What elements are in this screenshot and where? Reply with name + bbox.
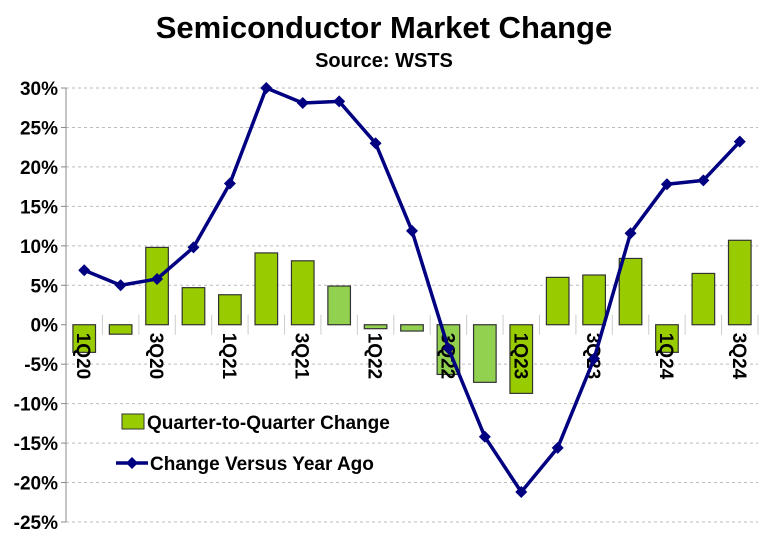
y-tick-label: 15% — [20, 197, 58, 218]
bar-1Q23 — [509, 324, 534, 394]
line-point-2Q20 — [114, 279, 127, 292]
bar-4Q23 — [618, 257, 643, 326]
bar-1Q22 — [363, 324, 388, 330]
line-point-3Q22 — [442, 342, 455, 355]
bar-4Q22 — [472, 324, 497, 383]
x-tick-label: 1Q23 — [509, 333, 530, 379]
legend-label: Quarter-to-Quarter Change — [147, 413, 390, 434]
legend-line-marker — [126, 457, 138, 469]
y-tick-label: -10% — [14, 395, 58, 416]
x-tick-label: 3Q24 — [728, 333, 749, 380]
x-tick-label: 1Q21 — [218, 333, 239, 380]
y-tick-label: 0% — [31, 316, 59, 337]
line-point-4Q20 — [187, 241, 200, 254]
y-tick-label: 5% — [31, 276, 59, 297]
bar-2Q24 — [691, 272, 716, 326]
legend-label: Change Versus Year Ago — [150, 454, 374, 475]
x-tick-label: 3Q20 — [145, 333, 166, 379]
bar-3Q24 — [727, 239, 752, 326]
bar-2Q20 — [108, 324, 133, 335]
line-point-3Q24 — [733, 135, 746, 148]
bar-4Q20 — [181, 287, 206, 326]
line-point-2Q23 — [551, 441, 564, 454]
line-point-4Q22 — [478, 430, 491, 443]
y-tick-label: 25% — [20, 118, 58, 139]
line-point-1Q24 — [660, 178, 673, 191]
x-tick-label: 1Q20 — [72, 333, 93, 379]
y-tick-label: -25% — [14, 513, 58, 534]
line-point-4Q21 — [333, 95, 346, 108]
line-point-2Q22 — [406, 224, 418, 237]
line-point-1Q21 — [223, 177, 236, 190]
bar-1Q21 — [218, 294, 242, 326]
bar-4Q21 — [327, 285, 352, 326]
x-tick-label: 3Q22 — [436, 333, 457, 379]
y-tick-label: -20% — [14, 474, 58, 495]
line-point-1Q22 — [369, 137, 382, 150]
chart-title: Semiconductor Market Change — [156, 10, 612, 45]
y-tick-label: 10% — [20, 237, 58, 258]
line-point-3Q23 — [588, 352, 601, 365]
y-tick-label: -15% — [14, 434, 58, 455]
line-point-1Q20 — [78, 264, 91, 277]
x-tick-label: 1Q22 — [364, 333, 385, 379]
bar-2Q23 — [545, 276, 570, 326]
line-point-2Q21 — [260, 82, 273, 94]
bar-2Q21 — [254, 252, 279, 326]
y-tick-label: 20% — [20, 158, 58, 179]
legend-bar-swatch — [121, 413, 145, 430]
x-tick-label: 1Q24 — [655, 333, 676, 380]
bar-1Q20 — [72, 324, 97, 353]
bar-3Q20 — [145, 246, 169, 326]
x-tick-label: 3Q21 — [291, 333, 312, 380]
bar-1Q24 — [655, 324, 679, 353]
y-tick-label: -5% — [24, 355, 58, 376]
bar-2Q22 — [400, 324, 424, 332]
bar-3Q23 — [582, 274, 606, 326]
bar-3Q21 — [290, 260, 315, 326]
line-point-3Q21 — [296, 96, 309, 109]
line-point-3Q20 — [151, 272, 164, 285]
chart-subtitle: Source: WSTS — [315, 50, 453, 72]
y-tick-label: 30% — [20, 79, 58, 100]
line-point-1Q23 — [515, 486, 528, 499]
line-point-2Q24 — [697, 174, 710, 187]
line-point-4Q23 — [624, 227, 637, 240]
